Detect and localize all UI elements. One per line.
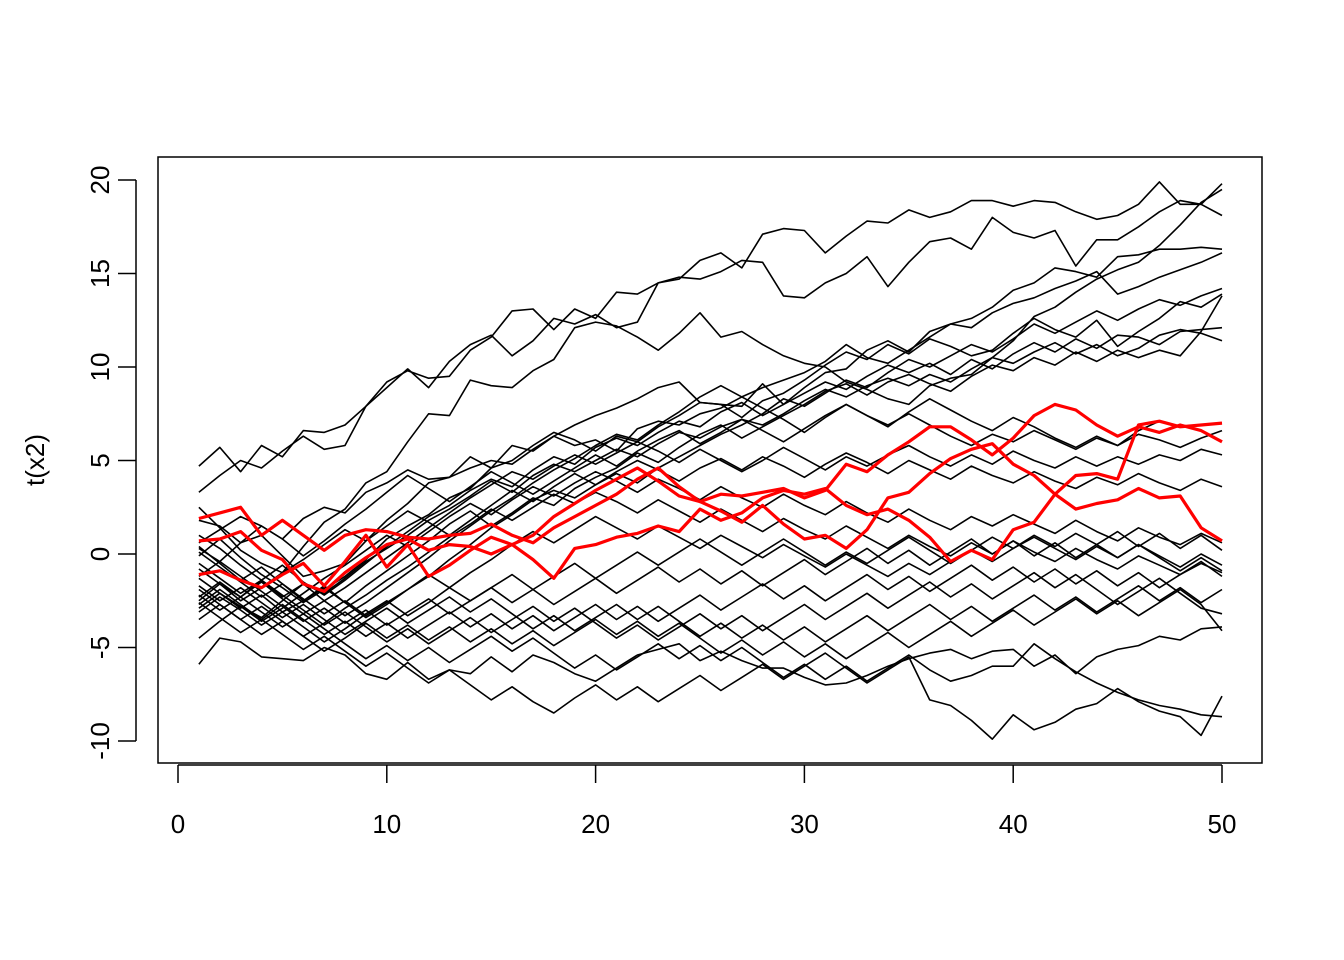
y-tick-label: 0 bbox=[85, 547, 115, 561]
highlight-series-line-1 bbox=[198, 402, 1223, 552]
series-line-13 bbox=[198, 440, 1223, 615]
series-line-21 bbox=[198, 562, 1223, 645]
series-line-12 bbox=[198, 403, 1223, 563]
y-tick-label: 15 bbox=[85, 259, 115, 288]
series-line-25 bbox=[198, 581, 1223, 718]
series-line-15 bbox=[198, 470, 1223, 623]
y-axis-title: t(x2) bbox=[20, 434, 50, 486]
y-tick-label: -10 bbox=[85, 722, 115, 760]
x-axis: 0 10 20 30 40 50 bbox=[171, 764, 1237, 839]
series-line-22 bbox=[198, 584, 1223, 643]
x-tick-label: 50 bbox=[1208, 809, 1237, 839]
x-tick-label: 10 bbox=[372, 809, 401, 839]
series-line-3 bbox=[198, 188, 1223, 574]
series-line-23 bbox=[198, 588, 1223, 660]
series-line-26 bbox=[198, 588, 1223, 740]
series-line-9 bbox=[198, 295, 1223, 604]
highlight-series-layer bbox=[198, 402, 1223, 594]
y-tick-label: 10 bbox=[85, 353, 115, 382]
highlight-series-line-2 bbox=[198, 442, 1223, 594]
series-line-7 bbox=[198, 326, 1223, 602]
x-tick-label: 20 bbox=[581, 809, 610, 839]
series-line-20 bbox=[198, 560, 1223, 639]
plot-frame bbox=[157, 156, 1263, 764]
x-tick-label: 0 bbox=[171, 809, 185, 839]
series-line-11 bbox=[198, 384, 1223, 617]
series-layer bbox=[198, 181, 1223, 740]
x-tick-label: 30 bbox=[790, 809, 819, 839]
series-line-19 bbox=[198, 530, 1223, 626]
y-axis: -10 -5 0 5 10 15 20 bbox=[85, 166, 137, 760]
y-tick-label: 5 bbox=[85, 453, 115, 467]
series-line-10 bbox=[198, 287, 1223, 619]
y-tick-label: -5 bbox=[85, 636, 115, 659]
x-tick-label: 40 bbox=[999, 809, 1028, 839]
series-line-2 bbox=[198, 181, 1223, 493]
y-tick-label: 20 bbox=[85, 166, 115, 195]
highlight-series-line-3 bbox=[198, 419, 1223, 590]
series-line-8 bbox=[198, 328, 1223, 639]
